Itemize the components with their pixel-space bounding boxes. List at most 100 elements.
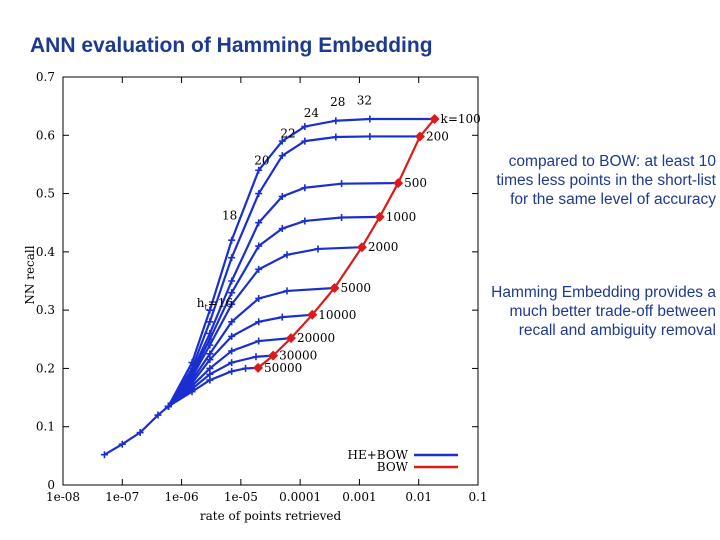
bow-point [285,333,296,344]
x-axis-label: rate of points retrieved [200,509,342,523]
he-bow-point [332,133,340,141]
tradeoff-note: Hamming Embedding provides a much better… [491,284,716,339]
threshold-label: 18 [222,209,237,223]
he-bow-point [278,152,286,160]
he-bow-point [338,180,346,188]
he-bow-point [283,287,291,295]
x-tick-label: 1e-07 [105,490,139,504]
he-bow-point [301,123,309,131]
threshold-label: 28 [330,95,345,109]
x-tick-label: 0.0001 [279,490,321,504]
he-bow-point [164,402,172,410]
bow-point-label: k=100 [441,112,481,126]
threshold-label: 22 [280,127,295,141]
he-bow-point [332,117,340,125]
y-tick-label: 0.5 [36,187,55,201]
he-bow-line-k200 [167,135,420,407]
bow-point-label: 50000 [264,361,302,375]
he-bow-point [255,265,263,273]
bow-point [307,309,318,320]
he-bow-point [228,359,236,367]
he-bow-point [255,318,263,326]
he-bow-point [255,166,263,174]
he-bow-point [188,388,196,396]
he-bow-point [206,356,214,364]
he-bow-point [136,429,144,437]
legend-label: BOW [377,460,409,474]
he-bow-point [255,242,263,250]
he-bow-point [338,213,346,221]
he-bow-point [366,115,374,123]
x-tick-label: 0.01 [405,490,432,504]
he-bow-point [228,300,236,308]
he-bow-line-k2000 [167,246,362,408]
he-bow-point [278,225,286,233]
x-tick-label: 1e-06 [165,490,199,504]
he-bow-point [206,376,214,384]
he-bow-point [228,236,236,244]
he-bow-line-k100 [167,117,435,407]
he-bow-point [228,289,236,297]
he-bow-point [301,217,309,225]
he-bow-point [278,192,286,200]
he-bow-common-line [103,405,170,456]
slide-title: ANN evaluation of Hamming Embedding [30,34,433,57]
bow-point [356,242,367,253]
he-bow-line-k20000 [167,337,292,408]
bow-point-label: 30000 [279,349,317,363]
he-bow-point [228,318,236,326]
y-tick-label: 0.6 [36,128,55,142]
legend-label: HE+BOW [348,448,409,462]
he-bow-point [228,367,236,375]
x-tick-label: 0.001 [342,490,376,504]
y-tick-label: 0.7 [36,70,55,84]
he-bow-point [118,440,126,448]
he-bow-point [301,184,309,192]
he-bow-point [255,294,263,302]
he-bow-point [100,451,108,459]
bow-point-label: 500 [404,176,427,190]
threshold-label: 24 [304,106,320,120]
he-bow-point [242,364,250,372]
y-tick-label: 0 [47,478,55,492]
he-bow-point [228,347,236,355]
he-bow-point [228,332,236,340]
threshold-label: ht=16 [197,296,233,312]
he-bow-point [228,277,236,285]
he-bow-point [206,318,214,326]
he-bow-point [228,254,236,262]
he-bow-point [206,341,214,349]
bow-point-label: 10000 [318,308,356,322]
bow-point-label: 5000 [341,281,372,295]
he-bow-point [366,132,374,140]
he-bow-point [206,306,214,314]
he-bow-point [278,313,286,321]
bow-point-label: 1000 [386,210,417,224]
threshold-label: 20 [254,153,269,167]
bow-point-label: 20000 [297,331,335,345]
x-tick-label: 1e-08 [46,490,80,504]
threshold-label: 32 [357,93,372,107]
he-bow-point [301,137,309,145]
he-bow-point [314,245,322,253]
bow-point [253,362,264,373]
x-tick-label: 1e-05 [224,490,258,504]
y-tick-label: 0.1 [36,420,55,434]
he-bow-point [283,251,291,259]
bow-point [414,131,425,142]
he-bow-point [154,411,162,419]
bow-point-label: 200 [426,129,449,143]
bow-point [329,282,340,293]
he-bow-point [255,190,263,198]
bow-point [393,178,404,189]
he-bow-point [252,353,260,361]
bow-point-label: 2000 [368,240,399,254]
he-bow-point [255,219,263,227]
bow-point [268,350,279,361]
bow-line [257,118,436,369]
y-axis-label: NN recall [23,245,37,304]
he-bow-point [278,137,286,145]
bow-point [429,113,440,124]
x-tick-label: 0.1 [468,490,487,504]
